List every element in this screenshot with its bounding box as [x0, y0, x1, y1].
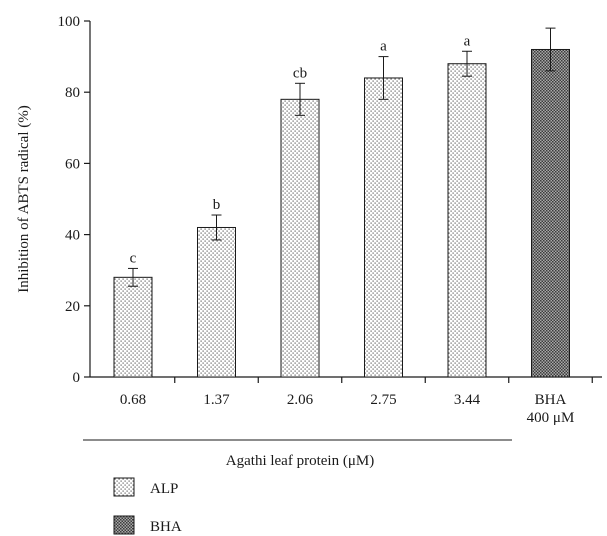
legend-swatch — [113, 477, 135, 497]
bar — [447, 63, 487, 378]
y-tick-label: 80 — [65, 85, 80, 101]
y-axis-label: Inhibition of ABTS radical (%) — [16, 105, 32, 292]
bar — [113, 276, 153, 378]
bar — [531, 48, 570, 378]
bar — [364, 77, 403, 378]
significance-letter: b — [213, 197, 221, 213]
y-tick-label: 60 — [65, 156, 80, 172]
significance-letter: a — [464, 33, 471, 49]
x-tick-label-line2: 400 μM — [527, 410, 575, 426]
bar — [197, 226, 236, 378]
y-tick-label: 40 — [65, 228, 80, 244]
x-tick-label: 2.06 — [287, 392, 314, 408]
legend-label: ALP — [150, 481, 178, 497]
legend: ALP BHA — [113, 477, 182, 535]
y-axis: 0 20 40 60 80 100 Inhibition of ABTS radical … — [16, 14, 91, 386]
group-label: Agathi leaf protein (μM) — [226, 453, 374, 469]
significance-letter: a — [380, 39, 387, 55]
y-tick-label: 100 — [58, 14, 81, 30]
legend-swatch — [113, 515, 135, 535]
x-tick-label: 2.75 — [370, 392, 396, 408]
significance-letter: cb — [293, 65, 307, 81]
x-tick-label: BHA — [535, 392, 567, 408]
significance-letter: c — [130, 250, 137, 266]
group-bracket: Agathi leaf protein (μM) — [83, 439, 512, 469]
legend-label: BHA — [150, 519, 182, 535]
y-tick-label: 0 — [73, 370, 81, 386]
x-tick-label: 3.44 — [454, 392, 481, 408]
x-tick-label: 1.37 — [203, 392, 230, 408]
bars: c 0.68 b 1.37 cb 2.06 a 2.75 a 3.44 BHA 400 μM — [113, 27, 575, 426]
y-tick-label: 20 — [65, 299, 80, 315]
x-axis — [90, 376, 602, 383]
x-tick-label: 0.68 — [120, 392, 146, 408]
bar — [280, 98, 320, 378]
